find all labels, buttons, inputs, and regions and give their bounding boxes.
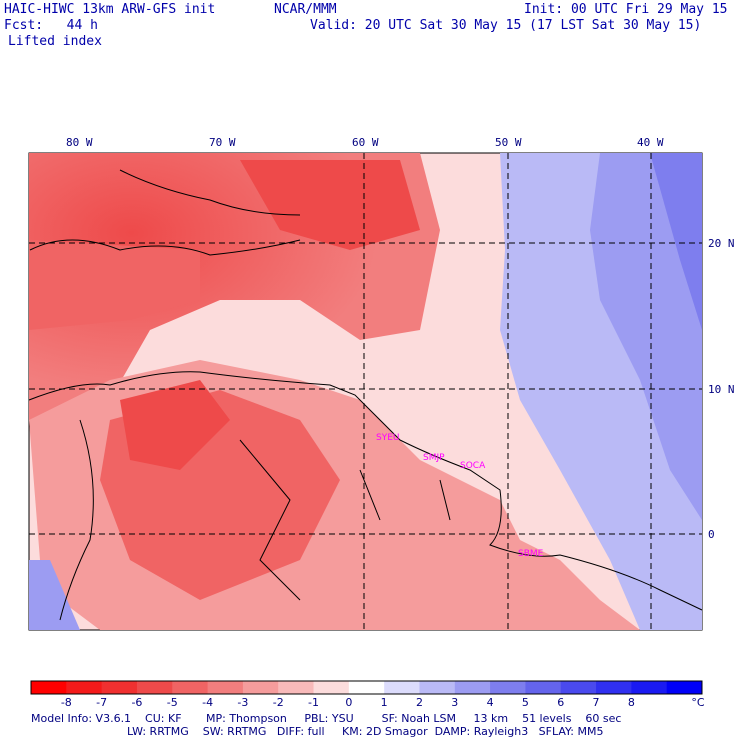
colorbar-swatch xyxy=(631,681,668,694)
colorbar-level-label: -2 xyxy=(273,696,284,709)
colorbar-swatch xyxy=(560,681,597,694)
colorbar-level-label: -1 xyxy=(308,696,319,709)
colorbar-swatch xyxy=(666,681,703,694)
colorbar-swatch xyxy=(207,681,244,694)
lat-label: 0 xyxy=(708,528,715,541)
colorbar-swatch xyxy=(136,681,173,694)
lat-label: 20 N xyxy=(708,237,735,250)
colorbar-level-label: 3 xyxy=(451,696,458,709)
colorbar-level-label: -4 xyxy=(202,696,213,709)
colorbar-swatch xyxy=(525,681,562,694)
colorbar-swatch xyxy=(490,681,526,694)
colorbar-level-label: 6 xyxy=(557,696,564,709)
colorbar-swatch xyxy=(101,681,138,694)
stable-region-pacific xyxy=(29,560,80,630)
colorbar: -8 -7 -6 -5 -4 -3 -2 -1 0 1 2 3 4 5 6 7 8 °C xyxy=(30,680,705,709)
model-title: HAIC-HIWC 13km ARW-GFS init xyxy=(4,2,216,17)
colorbar-swatch xyxy=(66,681,103,694)
colorbar-swatch xyxy=(596,681,632,694)
colorbar-level-label: -5 xyxy=(167,696,178,709)
init-time: Init: 00 UTC Fri 29 May 15 xyxy=(524,2,728,17)
model-info-line2: LW: RRTMG SW: RRTMG DIFF: full KM: 2D Sm… xyxy=(127,725,604,738)
colorbar-level-label: 7 xyxy=(593,696,600,709)
colorbar-swatch xyxy=(278,681,315,694)
colorbar-level-label: -6 xyxy=(131,696,142,709)
lon-label: 70 W xyxy=(209,136,236,149)
colorbar-level-label: 0 xyxy=(345,696,352,709)
station-label: SOCA xyxy=(460,461,486,471)
lon-label: 50 W xyxy=(495,136,522,149)
colorbar-swatch xyxy=(31,681,67,694)
coastline xyxy=(28,371,703,611)
colorbar-swatch xyxy=(348,681,385,694)
stable-region-core xyxy=(590,153,702,520)
colorbar-level-label: -3 xyxy=(237,696,248,709)
lon-label: 40 W xyxy=(637,136,664,149)
colorbar-swatch xyxy=(172,681,209,694)
lon-label: 80 W xyxy=(66,136,93,149)
colorbar-level-label: 5 xyxy=(522,696,529,709)
colorbar-level-label: 2 xyxy=(416,696,423,709)
colorbar-level-label: 4 xyxy=(487,696,494,709)
model-info-line1: Model Info: V3.6.1 CU: KF MP: Thompson P… xyxy=(31,712,622,725)
organization-label: NCAR/MMM xyxy=(274,2,337,17)
valid-time: Valid: 20 UTC Sat 30 May 15 (17 LST Sat … xyxy=(310,18,702,33)
lon-label: 60 W xyxy=(352,136,379,149)
colorbar-swatch xyxy=(419,681,456,694)
field-name: Lifted index xyxy=(8,34,102,49)
colorbar-level-label: 1 xyxy=(381,696,388,709)
lat-label: 10 N xyxy=(708,383,735,396)
colorbar-level-label: -7 xyxy=(96,696,107,709)
colorbar-level-label: -8 xyxy=(61,696,72,709)
graticule xyxy=(29,153,702,630)
forecast-hour: Fcst: 44 h xyxy=(4,18,98,33)
colorbar-swatch xyxy=(454,681,491,694)
colorbar-unit: °C xyxy=(691,696,705,709)
colorbar-swatch xyxy=(242,681,279,694)
station-label: SMJP xyxy=(423,453,445,463)
station-label: SBME xyxy=(518,549,544,559)
colorbar-swatch xyxy=(313,681,350,694)
colorbar-level-label: 8 xyxy=(628,696,635,709)
station-label: SYEU xyxy=(376,433,399,443)
colorbar-swatch xyxy=(384,681,420,694)
